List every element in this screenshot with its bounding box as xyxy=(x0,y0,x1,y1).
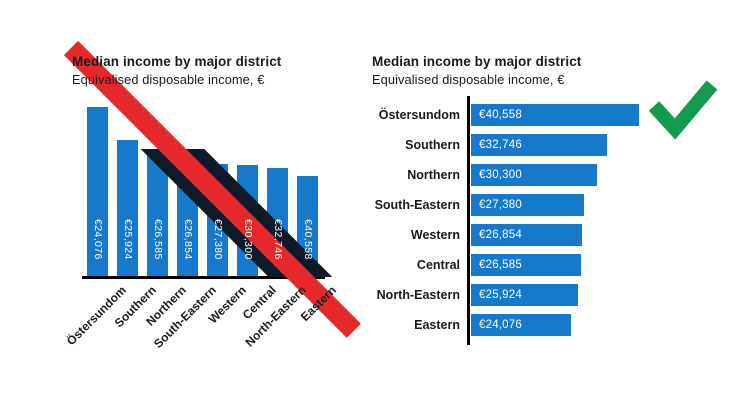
good-chart-category-label: Western xyxy=(410,228,460,242)
good-chart-category-label: Southern xyxy=(405,138,460,152)
good-chart-bar-value-label: €27,380 xyxy=(479,199,522,211)
good-chart-bar xyxy=(471,254,581,276)
good-chart-bar-value-label: €40,558 xyxy=(479,109,522,121)
good-chart-category-label: North-Eastern xyxy=(376,288,460,302)
bad-chart-bar xyxy=(117,140,138,276)
good-chart-bar-value-label: €26,585 xyxy=(479,259,522,271)
bad-chart-bar-value-label: €26,854 xyxy=(182,219,194,260)
bad-chart-subtitle: Equivalised disposable income, € xyxy=(72,72,265,87)
good-chart-bar-value-label: €25,924 xyxy=(479,289,522,301)
good-chart-subtitle: Equivalised disposable income, € xyxy=(372,72,565,87)
good-chart-category-label: Northern xyxy=(407,168,460,182)
good-chart-bar xyxy=(471,314,571,336)
bad-chart-bar-value-label: €32,746 xyxy=(272,219,284,260)
good-chart-bar-value-label: €24,076 xyxy=(479,319,522,331)
good-chart-bar xyxy=(471,104,639,126)
bad-chart-bar-value-label: €27,380 xyxy=(212,219,224,260)
bad-chart-bar-value-label: €25,924 xyxy=(122,219,134,260)
good-chart-category-label: Central xyxy=(416,258,460,272)
good-chart-bar xyxy=(471,194,584,216)
bad-chart-bar-value-label: €30,300 xyxy=(242,219,254,260)
approved-check-icon xyxy=(648,80,718,140)
bad-chart-x-axis-line xyxy=(82,276,325,279)
good-chart-title: Median income by major district xyxy=(372,54,582,69)
bad-chart-title: Median income by major district xyxy=(72,54,282,69)
good-chart-category-label: South-Eastern xyxy=(374,198,460,212)
good-chart-bar xyxy=(471,164,597,186)
good-chart-category-label: Eastern xyxy=(414,318,460,332)
good-chart-y-axis-line xyxy=(467,96,470,345)
bad-chart-bar-value-label: €26,585 xyxy=(152,219,164,260)
good-chart-category-label: Östersundom xyxy=(378,108,460,122)
good-chart-bar-value-label: €32,746 xyxy=(479,139,522,151)
good-chart-bar-value-label: €26,854 xyxy=(479,229,522,241)
good-chart-bar xyxy=(471,224,582,246)
bad-chart-bar xyxy=(87,107,108,276)
bad-chart-bar xyxy=(147,150,168,276)
good-chart-bar xyxy=(471,134,607,156)
bad-chart-bar-value-label: €24,076 xyxy=(92,219,104,260)
good-chart-bar-value-label: €30,300 xyxy=(479,169,522,181)
bad-chart-bar-value-label: €40,558 xyxy=(302,219,314,260)
good-chart-bar xyxy=(471,284,578,306)
